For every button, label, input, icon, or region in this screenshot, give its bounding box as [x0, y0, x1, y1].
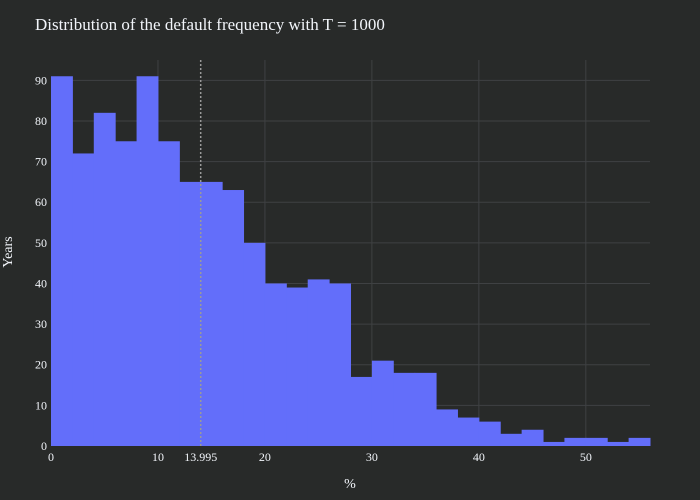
histogram-bar	[222, 190, 245, 446]
x-axis-title: %	[344, 477, 356, 492]
x-tick-label: 20	[259, 450, 271, 464]
histogram-bar	[543, 441, 565, 446]
histogram-bar	[478, 421, 501, 446]
y-tick-label: 80	[35, 114, 47, 128]
histogram-bar	[115, 141, 138, 446]
reference-line-label: 13.995	[184, 450, 217, 464]
y-tick-label: 50	[35, 236, 47, 250]
histogram-bar	[564, 437, 587, 446]
y-tick-label: 60	[35, 195, 47, 209]
histogram-bar	[243, 242, 266, 446]
x-axis-ticks: 0 10 20 30 40 50 13.995	[48, 450, 592, 464]
histogram-bar	[264, 283, 287, 446]
histogram-bar	[371, 360, 394, 446]
x-tick-label: 40	[473, 450, 485, 464]
histogram-bar	[136, 76, 159, 447]
y-tick-label: 10	[35, 398, 47, 412]
histogram-bar	[93, 112, 116, 447]
histogram-bar	[350, 376, 373, 446]
histogram-bar	[51, 76, 73, 447]
x-tick-label: 30	[366, 450, 378, 464]
histogram-bar	[607, 441, 630, 446]
y-axis-ticks: 0 10 20 30 40 50 60 70 80 90	[35, 73, 47, 453]
histogram-bar	[457, 417, 480, 446]
histogram-bar	[436, 409, 458, 446]
chart-title: Distribution of the default frequency wi…	[35, 15, 385, 34]
histogram-bar	[200, 181, 223, 447]
bars	[51, 76, 651, 447]
histogram-bar	[329, 283, 351, 446]
x-tick-label: 0	[48, 450, 54, 464]
histogram-bar	[179, 181, 202, 447]
y-tick-label: 0	[41, 439, 47, 453]
y-tick-label: 70	[35, 155, 47, 169]
y-tick-label: 30	[35, 317, 47, 331]
histogram-bar	[72, 153, 95, 446]
histogram-bar	[286, 287, 309, 446]
histogram-bar	[521, 429, 544, 446]
y-tick-label: 90	[35, 73, 47, 87]
y-tick-label: 40	[35, 276, 47, 290]
histogram-bar	[414, 372, 437, 446]
x-tick-label: 10	[152, 450, 164, 464]
histogram-bar	[500, 433, 523, 446]
y-axis-title: Years	[1, 236, 16, 267]
histogram-bar	[628, 437, 651, 446]
histogram-bar	[393, 372, 416, 446]
histogram-bar	[307, 279, 330, 446]
histogram-bar	[157, 141, 180, 446]
histogram-bar	[585, 437, 608, 446]
y-tick-label: 20	[35, 358, 47, 372]
x-tick-label: 50	[580, 450, 592, 464]
